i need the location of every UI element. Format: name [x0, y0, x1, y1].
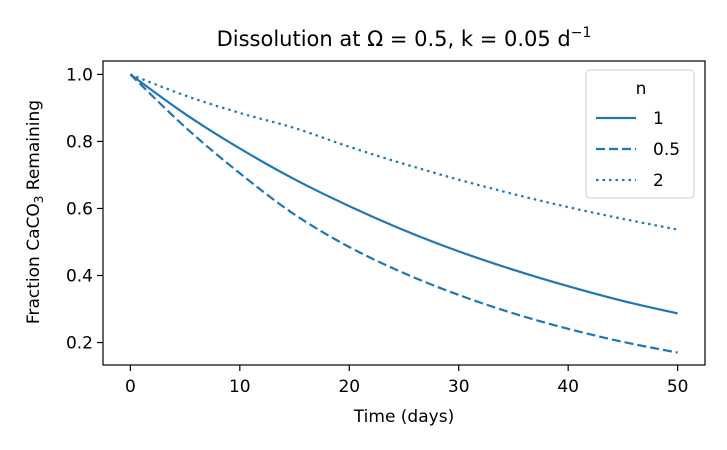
legend-label-2: 2	[653, 171, 664, 191]
series-line-0	[129, 73, 678, 315]
y-tick-label: 1.0	[66, 65, 93, 85]
x-tick-label: 30	[448, 377, 470, 397]
y-tick-label: 0.8	[66, 132, 93, 152]
y-axis-label-main: Fraction CaCO	[24, 203, 44, 324]
chart-title-superscript: −1	[571, 25, 592, 41]
legend-title: n	[636, 79, 647, 99]
y-tick-label: 0.6	[66, 199, 93, 219]
legend-label-1: 0.5	[653, 140, 680, 160]
y-tick-label: 0.4	[66, 267, 93, 287]
legend-label-0: 1	[653, 109, 664, 129]
series-group	[129, 73, 678, 354]
axes: 0 10 20 30 40 50 0.2 0.4 0.6 0.8 1.0	[66, 60, 706, 397]
x-tick-label: 40	[557, 377, 579, 397]
x-tick-label: 50	[667, 377, 689, 397]
y-axis-label-suffix: Remaining	[24, 100, 44, 196]
legend: n 10.52	[585, 69, 695, 199]
x-tick-label: 10	[229, 377, 251, 397]
y-tick-label: 0.2	[66, 334, 93, 354]
y-axis-label-subscript: 3	[32, 196, 46, 204]
series-line-2	[129, 73, 678, 231]
series-line-1	[129, 73, 678, 354]
legend-frame	[585, 69, 695, 199]
x-axis-label: Time (days)	[353, 407, 454, 427]
chart-title-text: Dissolution at Ω = 0.5, k = 0.05 d	[217, 27, 571, 51]
x-tick-label: 0	[125, 377, 136, 397]
axes-frame	[102, 60, 706, 366]
y-axis-label: Fraction CaCO3 Remaining	[24, 100, 46, 324]
x-tick-label: 20	[338, 377, 360, 397]
chart-title: Dissolution at Ω = 0.5, k = 0.05 d−1	[217, 25, 592, 51]
legend-entries: 10.52	[596, 109, 680, 191]
